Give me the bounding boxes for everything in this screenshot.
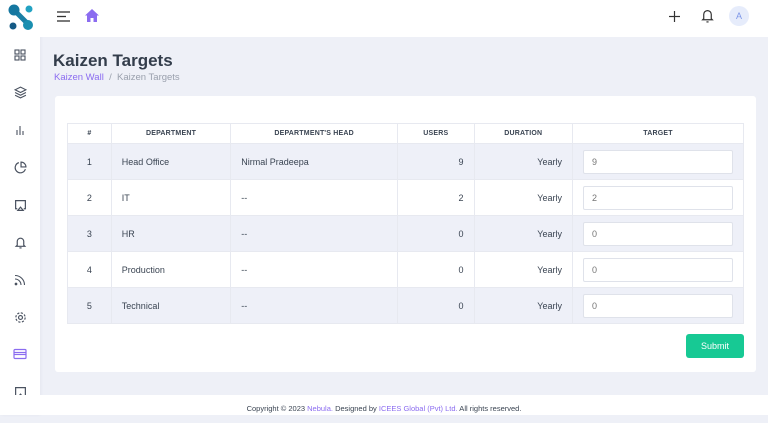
table-row: 4 Production -- 0 Yearly <box>67 251 745 288</box>
cell-duration: Yearly <box>473 287 573 324</box>
table-header-row: # DEPARTMENT DEPARTMENT'S HEAD USERS DUR… <box>67 123 745 144</box>
table-row: 2 IT -- 2 Yearly <box>67 179 745 216</box>
cell-target <box>571 179 745 216</box>
footer: Copyright © 2023 Nebula. Designed by ICE… <box>0 395 768 415</box>
rss-icon[interactable] <box>12 272 28 288</box>
table-row: 1 Head Office Nirmal Pradeepa 9 Yearly <box>67 143 745 180</box>
cell-head: Nirmal Pradeepa <box>230 143 399 180</box>
breadcrumb: Kaizen Wall / Kaizen Targets <box>54 72 180 83</box>
bar-chart-icon[interactable] <box>12 122 28 138</box>
cell-users: 9 <box>397 143 475 180</box>
footer-brand-link[interactable]: Nebula. <box>307 404 333 413</box>
cell-target <box>571 143 745 180</box>
cell-number: 3 <box>67 215 112 252</box>
cell-head: -- <box>230 215 399 252</box>
add-plus-icon[interactable] <box>669 11 680 22</box>
cell-head: -- <box>230 179 399 216</box>
cell-users: 2 <box>397 179 475 216</box>
breadcrumb-kaizen-wall[interactable]: Kaizen Wall <box>54 72 104 83</box>
cell-department: HR <box>110 215 232 252</box>
col-header-department: DEPARTMENT <box>110 123 232 144</box>
breadcrumb-current: Kaizen Targets <box>117 72 180 83</box>
credit-card-icon[interactable] <box>12 346 28 362</box>
cell-number: 4 <box>67 251 112 288</box>
menu-hamburger-icon[interactable] <box>57 11 70 22</box>
target-input[interactable] <box>582 257 733 282</box>
target-input[interactable] <box>582 149 733 174</box>
cell-target <box>571 251 745 288</box>
sidebar <box>0 0 40 415</box>
cell-users: 0 <box>397 215 475 252</box>
breadcrumb-separator: / <box>109 72 112 83</box>
table-row: 3 HR -- 0 Yearly <box>67 215 745 252</box>
cell-target <box>571 287 745 324</box>
notifications-bell-icon[interactable] <box>701 9 714 23</box>
targets-table: # DEPARTMENT DEPARTMENT'S HEAD USERS DUR… <box>67 123 745 324</box>
cell-duration: Yearly <box>473 251 573 288</box>
cell-duration: Yearly <box>473 215 573 252</box>
cell-users: 0 <box>397 287 475 324</box>
cell-number: 5 <box>67 287 112 324</box>
layers-icon[interactable] <box>12 84 28 100</box>
home-icon[interactable] <box>85 9 99 22</box>
col-header-head: DEPARTMENT'S HEAD <box>230 123 399 144</box>
cell-duration: Yearly <box>473 179 573 216</box>
col-header-number: # <box>67 123 112 144</box>
cell-department: Head Office <box>110 143 232 180</box>
bell-icon[interactable] <box>12 234 28 250</box>
cell-department: IT <box>110 179 232 216</box>
cell-head: -- <box>230 251 399 288</box>
pie-chart-icon[interactable] <box>12 159 28 175</box>
table-row: 5 Technical -- 0 Yearly <box>67 287 745 324</box>
col-header-target: TARGET <box>571 123 745 144</box>
cell-users: 0 <box>397 251 475 288</box>
footer-copyright: Copyright © 2023 <box>246 404 308 413</box>
target-input[interactable] <box>582 221 733 246</box>
cell-head: -- <box>230 287 399 324</box>
col-header-users: USERS <box>397 123 475 144</box>
logo-icon[interactable] <box>6 3 36 33</box>
cell-target <box>571 215 745 252</box>
footer-designed-by: Designed by <box>332 404 379 413</box>
targets-card: # DEPARTMENT DEPARTMENT'S HEAD USERS DUR… <box>55 96 756 372</box>
cell-department: Technical <box>110 287 232 324</box>
target-input[interactable] <box>582 185 733 210</box>
airplay-icon[interactable] <box>12 197 28 213</box>
col-header-duration: DURATION <box>473 123 573 144</box>
page-title: Kaizen Targets <box>53 51 173 70</box>
cell-number: 2 <box>67 179 112 216</box>
cell-duration: Yearly <box>473 143 573 180</box>
dashboard-grid-icon[interactable] <box>12 47 28 63</box>
topbar: A <box>40 0 768 37</box>
user-avatar[interactable]: A <box>729 6 749 26</box>
submit-button[interactable]: Submit <box>686 334 744 358</box>
cell-number: 1 <box>67 143 112 180</box>
footer-rights: All rights reserved. <box>457 404 522 413</box>
target-input[interactable] <box>582 293 733 318</box>
settings-gear-icon[interactable] <box>12 309 28 325</box>
footer-company-link[interactable]: ICEES Global (Pvt) Ltd. <box>378 404 458 413</box>
cell-department: Production <box>110 251 232 288</box>
